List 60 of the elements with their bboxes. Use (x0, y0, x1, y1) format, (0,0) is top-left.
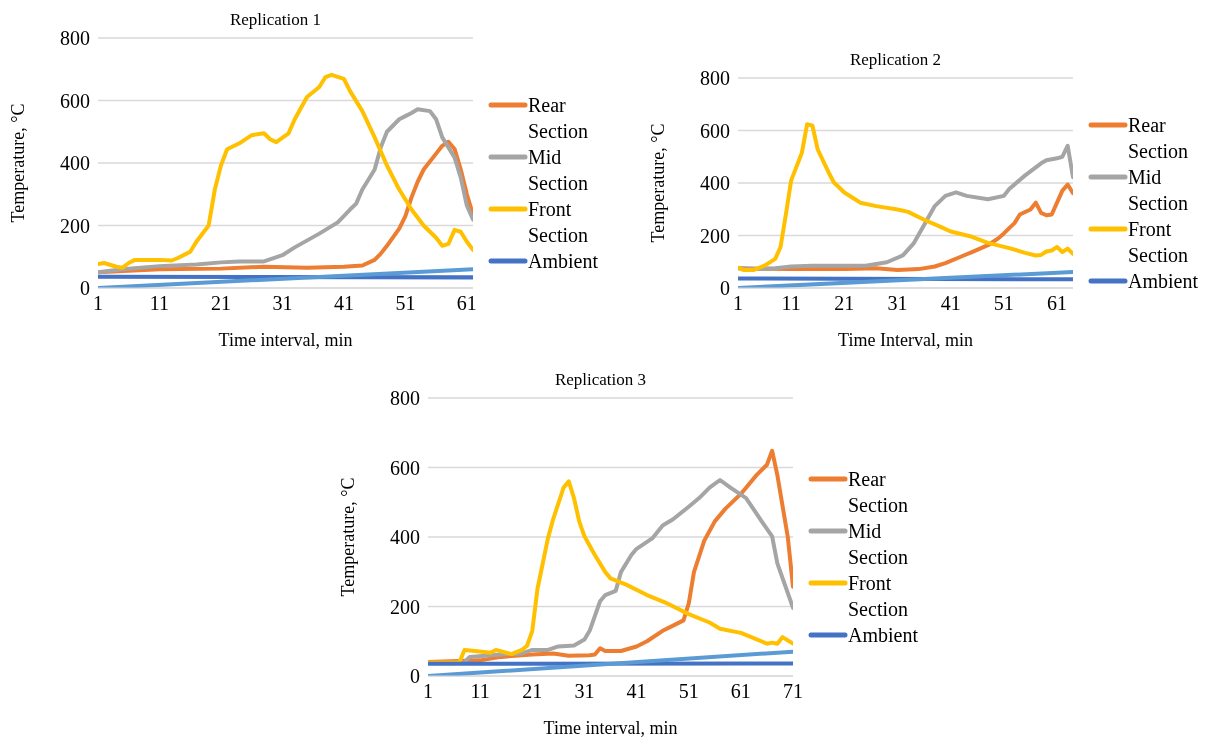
y-axis-title: Temperature, °C (8, 103, 29, 223)
x-tick-label: 71 (783, 680, 803, 703)
y-tick-label: 600 (700, 119, 730, 142)
x-tick-label: 21 (834, 292, 855, 315)
y-tick-label: 800 (390, 387, 420, 410)
x-axis-title: Time interval, min (543, 718, 678, 738)
legend-label: Ambient (848, 623, 918, 648)
x-tick-label: 61 (730, 680, 751, 703)
legend-label: Mid Section (1128, 165, 1189, 216)
y-axis-title: Temperature, °C (338, 477, 359, 597)
chart-title: Replication 2 (849, 50, 942, 69)
x-tick-label: 1 (733, 292, 743, 315)
x-tick-label: 1 (93, 292, 103, 315)
line-series (98, 107, 473, 275)
x-tick-label: 41 (333, 292, 354, 315)
y-tick-label: 600 (390, 456, 420, 479)
x-tick-label: 31 (574, 680, 595, 703)
legend-label: Rear Section (848, 467, 909, 518)
legend-label: Ambient (528, 249, 598, 274)
x-tick-label: 31 (887, 292, 908, 315)
y-tick-label: 200 (390, 595, 420, 618)
legend-label: Ambient (1128, 269, 1198, 294)
y-tick-label: 0 (410, 665, 420, 688)
x-tick-label: 11 (781, 292, 801, 315)
legend-label: Front Section (1128, 217, 1189, 268)
legend-label: Front Section (528, 197, 589, 248)
x-tick-label: 51 (395, 292, 416, 315)
x-tick-label: 11 (470, 680, 490, 703)
legend-label: Rear Section (528, 93, 589, 144)
x-tick-label: 51 (678, 680, 699, 703)
y-tick-label: 200 (700, 224, 730, 247)
x-tick-label: 21 (210, 292, 231, 315)
x-tick-label: 41 (626, 680, 647, 703)
x-tick-label: 31 (272, 292, 293, 315)
legend-label: Mid Section (528, 145, 589, 196)
y-tick-label: 800 (60, 27, 90, 50)
y-tick-label: 400 (390, 526, 420, 549)
y-tick-label: 600 (60, 89, 90, 112)
x-tick-label: 11 (149, 292, 170, 315)
chart-title: Replication 1 (229, 10, 322, 29)
line-series (98, 72, 473, 270)
x-tick-label: 51 (993, 292, 1014, 315)
y-tick-label: 0 (80, 277, 90, 300)
y-tick-label: 800 (700, 67, 730, 90)
y-tick-label: 400 (60, 152, 90, 175)
x-axis-title: Time interval, min (218, 330, 353, 350)
x-tick-label: 21 (522, 680, 543, 703)
y-tick-label: 0 (720, 277, 730, 300)
x-axis-title: Time Interval, min (838, 330, 973, 350)
y-tick-label: 400 (700, 172, 730, 195)
chart-title: Replication 3 (554, 370, 647, 389)
x-tick-label: 61 (1047, 292, 1068, 315)
y-axis-title: Temperature, °C (648, 123, 669, 243)
legend-label: Rear Section (1128, 113, 1189, 164)
x-tick-label: 41 (940, 292, 961, 315)
x-tick-label: 61 (456, 292, 477, 315)
legend-label: Mid Section (848, 519, 909, 570)
y-tick-label: 200 (60, 214, 90, 237)
x-tick-label: 1 (423, 680, 433, 703)
legend-label: Front Section (848, 571, 909, 622)
